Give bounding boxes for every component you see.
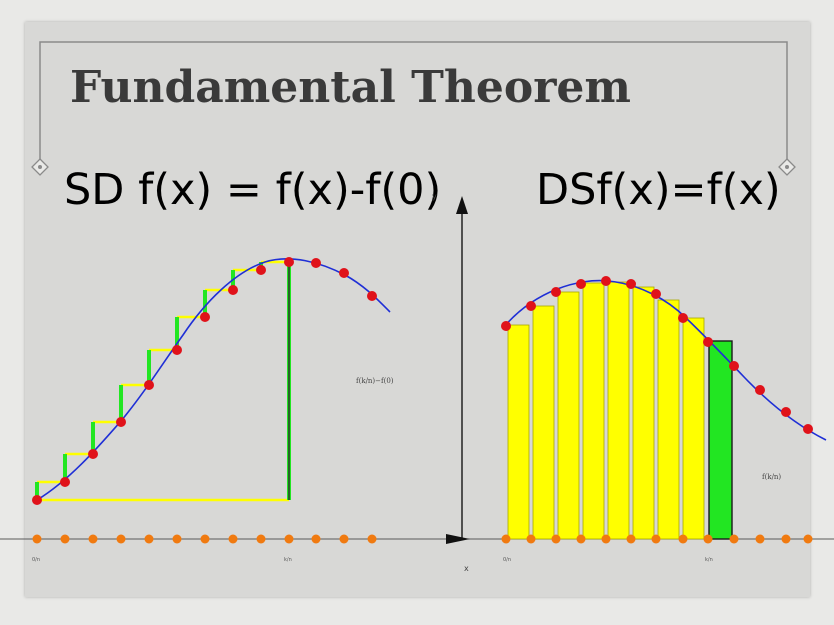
right-bar — [557, 291, 580, 540]
axis-point — [32, 534, 42, 544]
axis-point — [551, 534, 561, 544]
left-tick-k: k/n — [284, 557, 292, 563]
curve-point — [729, 361, 739, 371]
page-title: Fundamental Theorem — [70, 62, 631, 113]
curve-point — [703, 337, 713, 347]
axis-point — [228, 534, 238, 544]
curve-point — [144, 380, 154, 390]
title-frame — [39, 41, 788, 167]
axis-point — [729, 534, 739, 544]
right-tick-k: k/n — [705, 557, 713, 563]
axis-point — [803, 534, 813, 544]
axis-point — [284, 534, 294, 544]
right-bar — [607, 281, 630, 540]
curve-point — [60, 477, 70, 487]
axis-point — [526, 534, 536, 544]
right-axis-points — [501, 534, 813, 544]
curve-point — [200, 312, 210, 322]
axis-point — [626, 534, 636, 544]
curve-point — [339, 268, 349, 278]
curve-point — [367, 291, 377, 301]
right-bar — [532, 305, 555, 540]
curve-point — [601, 276, 611, 286]
curve-point — [116, 417, 126, 427]
right-bar — [682, 317, 705, 540]
right-bar — [507, 324, 530, 540]
curve-point — [781, 407, 791, 417]
right-bar — [632, 286, 655, 540]
curve-point — [88, 449, 98, 459]
axis-point — [576, 534, 586, 544]
right-curve-points — [501, 276, 813, 434]
left-tick-start: 0/n — [32, 557, 40, 563]
frame-ornament-left — [31, 158, 49, 176]
left-staircase — [35, 260, 289, 500]
axis-point — [367, 534, 377, 544]
curve-point — [678, 313, 688, 323]
y-axis-label: y — [432, 192, 437, 201]
curve-point — [803, 424, 813, 434]
axis-point — [601, 534, 611, 544]
axis-point — [200, 534, 210, 544]
left-step-horizontals — [37, 260, 289, 484]
curve-point — [228, 285, 238, 295]
curve-point — [311, 258, 321, 268]
left-axis-points — [32, 534, 377, 544]
right-tick-start: 0/n — [503, 557, 511, 563]
axis-point — [501, 534, 511, 544]
curve-point — [501, 321, 511, 331]
left-annotation: f(k/n)−f(0) — [356, 377, 394, 385]
right-bars — [507, 281, 705, 540]
right-formula: DSf(x)=f(x) — [536, 165, 781, 215]
axis-point — [781, 534, 791, 544]
axis-point — [339, 534, 349, 544]
axis-point — [703, 534, 713, 544]
axis-point — [651, 534, 661, 544]
axis-point — [88, 534, 98, 544]
x-axis-label: x — [464, 564, 469, 573]
curve-point — [551, 287, 561, 297]
axis-point — [256, 534, 266, 544]
axis-point — [60, 534, 70, 544]
right-annotation: f(k/n) — [762, 473, 781, 481]
curve-point — [626, 279, 636, 289]
curve-point — [284, 257, 294, 267]
left-curve — [36, 258, 391, 501]
x-axis-arrow — [446, 534, 470, 544]
axis-point — [678, 534, 688, 544]
curve-point — [651, 289, 661, 299]
axis-point — [755, 534, 765, 544]
axis-point — [172, 534, 182, 544]
axis-point — [116, 534, 126, 544]
curve-point — [256, 265, 266, 275]
curve-point — [576, 279, 586, 289]
y-axis-arrow — [456, 196, 468, 214]
axis-point — [144, 534, 154, 544]
frame-ornament-right — [778, 158, 796, 176]
axis-point — [311, 534, 321, 544]
right-bar — [582, 282, 605, 540]
curve-point — [172, 345, 182, 355]
left-curve-points — [32, 257, 377, 505]
curve-point — [755, 385, 765, 395]
right-highlight-bar — [708, 340, 733, 540]
curve-point — [32, 495, 42, 505]
right-bar — [657, 299, 680, 540]
left-formula: SD f(x) = f(x)-f(0) — [64, 165, 441, 215]
curve-point — [526, 301, 536, 311]
